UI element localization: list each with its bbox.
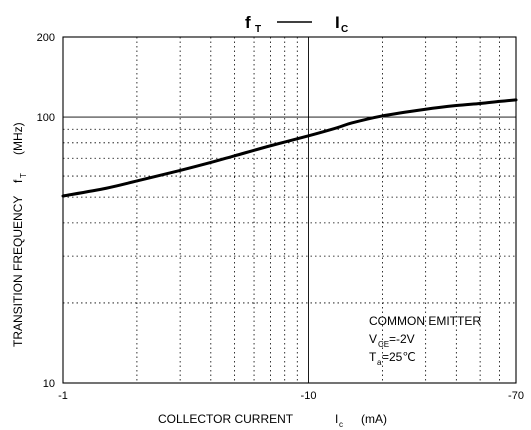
tick-labels: -1 -10 -70 200 100 10 <box>37 32 524 402</box>
y-axis-label-symbol: f <box>11 179 25 183</box>
annotation-vce-symbol: V <box>369 332 377 346</box>
annotation-ta-value: =25℃ <box>382 350 416 364</box>
y-tick-label: 10 <box>43 378 55 390</box>
y-tick-label: 200 <box>37 32 55 44</box>
annotation-line1: COMMON EMITTER <box>369 314 481 328</box>
x-tick-label: -70 <box>508 390 524 402</box>
x-axis-label-unit: (mA) <box>361 412 387 426</box>
chart-title: f T I C <box>245 13 348 35</box>
title-ft-symbol: f <box>245 13 251 32</box>
x-axis-label-main: COLLECTOR CURRENT <box>158 412 294 426</box>
annotation-ta-subscript: a <box>377 358 382 367</box>
conditions-annotation: COMMON EMITTER V CE =-2V T a =25℃ <box>369 314 481 367</box>
title-ic-subscript: C <box>341 24 348 35</box>
plot-frame <box>62 36 517 384</box>
y-axis-label-subscript: T <box>19 173 28 178</box>
y-axis-label-main: TRANSITION FREQUENCY <box>11 196 25 347</box>
x-axis-label: COLLECTOR CURRENT I c (mA) <box>158 412 387 429</box>
annotation-vce-subscript: CE <box>378 340 389 349</box>
y-tick-label: 100 <box>37 112 55 124</box>
x-tick-label: -10 <box>301 390 317 402</box>
title-ft-subscript: T <box>255 24 261 35</box>
x-axis-label-subscript: c <box>339 420 343 429</box>
plot-border <box>62 36 517 384</box>
y-axis-label-unit: (MHz) <box>11 122 25 155</box>
x-axis-label-symbol: I <box>335 412 338 426</box>
annotation-vce-value: =-2V <box>389 332 415 346</box>
title-ic-symbol: I <box>335 13 340 32</box>
y-axis-label: TRANSITION FREQUENCY f T (MHz) <box>11 122 28 347</box>
gridlines <box>63 37 516 383</box>
x-tick-label: -1 <box>58 390 68 402</box>
annotation-ta-symbol: T <box>369 350 377 364</box>
ft-curve <box>61 98 518 198</box>
data-series <box>61 98 518 198</box>
